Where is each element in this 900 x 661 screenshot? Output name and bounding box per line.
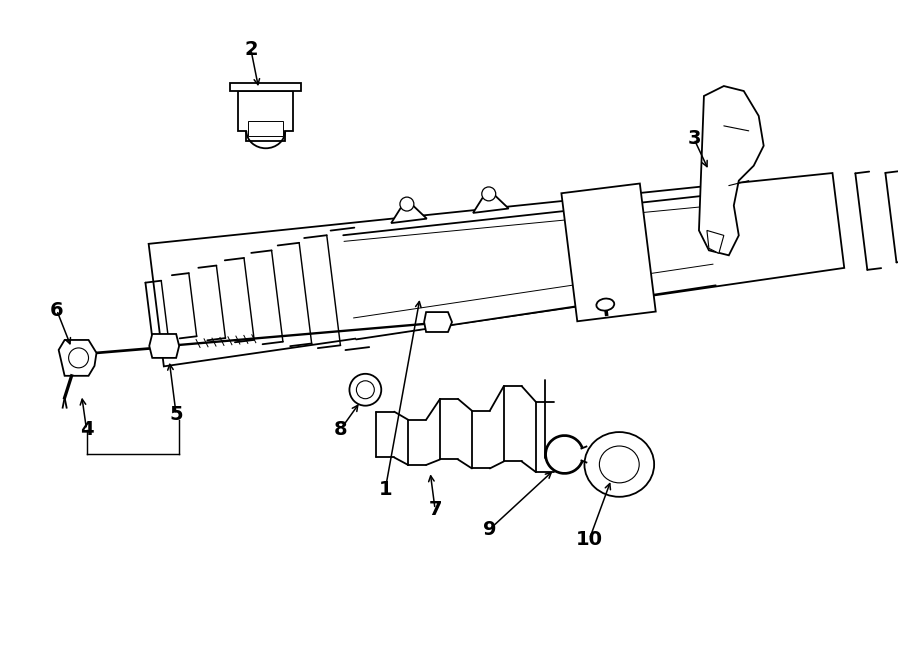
Polygon shape (238, 91, 293, 141)
Polygon shape (58, 340, 96, 376)
Polygon shape (424, 312, 452, 332)
Circle shape (349, 374, 382, 406)
Text: 5: 5 (169, 405, 183, 424)
Text: 10: 10 (576, 529, 603, 549)
Text: 1: 1 (379, 480, 392, 499)
Text: 4: 4 (80, 420, 94, 439)
Polygon shape (706, 231, 724, 253)
Text: 2: 2 (244, 40, 257, 59)
Ellipse shape (584, 432, 654, 497)
Polygon shape (562, 184, 656, 321)
Polygon shape (248, 121, 284, 136)
Text: 6: 6 (50, 301, 64, 319)
Circle shape (68, 348, 88, 368)
Polygon shape (149, 334, 179, 358)
Polygon shape (699, 86, 764, 255)
Circle shape (356, 381, 374, 399)
Text: 9: 9 (483, 520, 497, 539)
Polygon shape (148, 173, 844, 366)
Text: 3: 3 (688, 130, 701, 148)
Circle shape (400, 197, 414, 211)
Polygon shape (473, 189, 508, 213)
Text: 7: 7 (428, 500, 442, 519)
Circle shape (482, 187, 496, 201)
Ellipse shape (599, 446, 639, 483)
Polygon shape (230, 83, 302, 91)
Ellipse shape (597, 299, 614, 311)
Polygon shape (392, 199, 427, 223)
Text: 8: 8 (334, 420, 347, 439)
Polygon shape (343, 196, 716, 339)
